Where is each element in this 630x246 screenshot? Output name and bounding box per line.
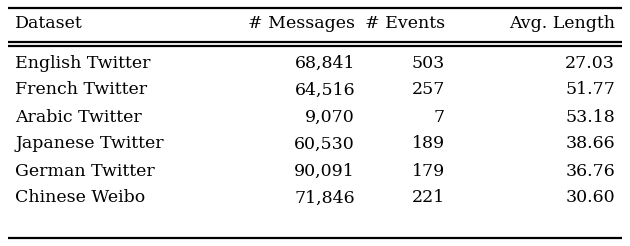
Text: Avg. Length: Avg. Length [509, 15, 615, 32]
Text: German Twitter: German Twitter [15, 163, 155, 180]
Text: 221: 221 [412, 189, 445, 206]
Text: 7: 7 [434, 108, 445, 125]
Text: 68,841: 68,841 [294, 55, 355, 72]
Text: Arabic Twitter: Arabic Twitter [15, 108, 142, 125]
Text: 27.03: 27.03 [565, 55, 615, 72]
Text: Chinese Weibo: Chinese Weibo [15, 189, 146, 206]
Text: 36.76: 36.76 [565, 163, 615, 180]
Text: 64,516: 64,516 [294, 81, 355, 98]
Text: # Messages: # Messages [248, 15, 355, 32]
Text: 60,530: 60,530 [294, 136, 355, 153]
Text: 30.60: 30.60 [565, 189, 615, 206]
Text: Dataset: Dataset [15, 15, 83, 32]
Text: 189: 189 [412, 136, 445, 153]
Text: 9,070: 9,070 [306, 108, 355, 125]
Text: 503: 503 [412, 55, 445, 72]
Text: 71,846: 71,846 [294, 189, 355, 206]
Text: English Twitter: English Twitter [15, 55, 151, 72]
Text: French Twitter: French Twitter [15, 81, 147, 98]
Text: 38.66: 38.66 [565, 136, 615, 153]
Text: # Events: # Events [365, 15, 445, 32]
Text: Japanese Twitter: Japanese Twitter [15, 136, 164, 153]
Text: 179: 179 [412, 163, 445, 180]
Text: 257: 257 [411, 81, 445, 98]
Text: 90,091: 90,091 [294, 163, 355, 180]
Text: 53.18: 53.18 [565, 108, 615, 125]
Text: 51.77: 51.77 [565, 81, 615, 98]
